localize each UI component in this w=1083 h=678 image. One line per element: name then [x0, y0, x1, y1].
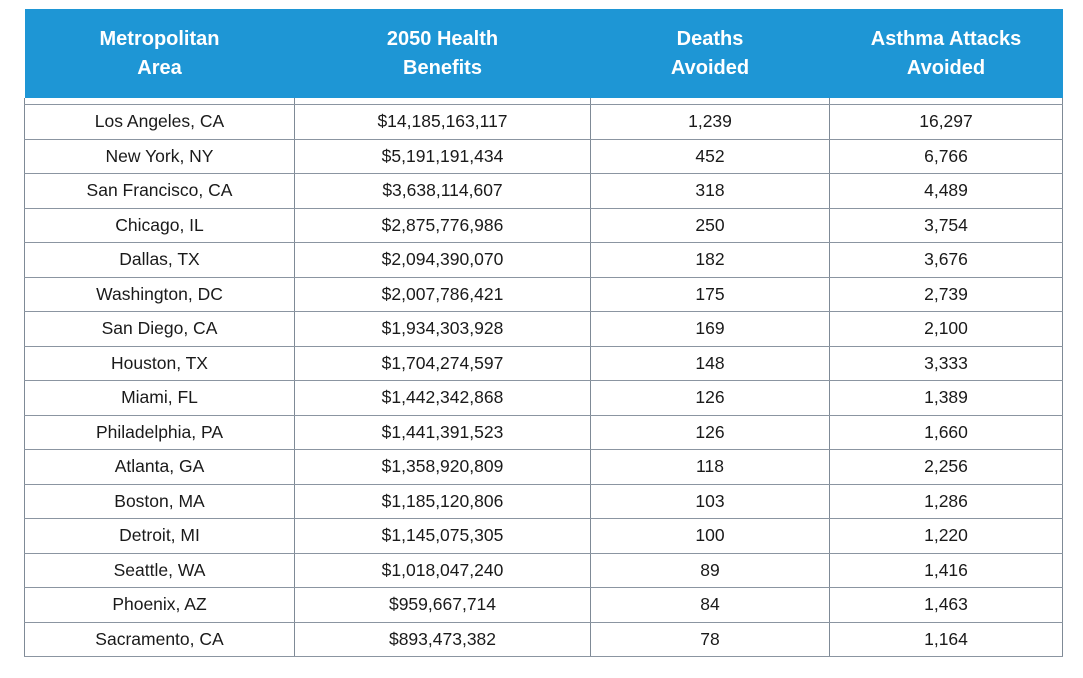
asthma-attacks-avoided-cell: 1,463: [829, 587, 1063, 623]
asthma-attacks-avoided-cell: 1,660: [829, 415, 1063, 450]
header-line: Deaths: [676, 27, 744, 50]
header-deaths-avoided: Deaths Avoided: [590, 9, 830, 98]
table-row: Boston, MA $1,185,120,806 103 1,286: [24, 484, 1063, 519]
deaths-avoided-cell: 100: [590, 518, 830, 554]
health-benefits-cell: $1,145,075,305: [294, 518, 591, 554]
metro-area-cell: Chicago, IL: [24, 208, 295, 243]
asthma-attacks-avoided-cell: 16,297: [829, 104, 1063, 140]
table-spacer-row: [24, 98, 1063, 105]
header-health-benefits: 2050 Health Benefits: [294, 9, 591, 98]
asthma-attacks-avoided-cell: 3,754: [829, 208, 1063, 243]
table-row: Detroit, MI $1,145,075,305 100 1,220: [24, 518, 1063, 554]
deaths-avoided-cell: 1,239: [590, 104, 830, 140]
deaths-avoided-cell: 182: [590, 242, 830, 278]
metro-area-cell: Seattle, WA: [24, 553, 295, 588]
health-benefits-cell: $2,875,776,986: [294, 208, 591, 243]
asthma-attacks-avoided-cell: 1,389: [829, 380, 1063, 416]
table-row: Miami, FL $1,442,342,868 126 1,389: [24, 380, 1063, 416]
metro-area-cell: San Francisco, CA: [24, 173, 295, 209]
asthma-attacks-avoided-cell: 2,256: [829, 449, 1063, 485]
asthma-attacks-avoided-cell: 3,676: [829, 242, 1063, 278]
asthma-attacks-avoided-cell: 2,100: [829, 311, 1063, 347]
deaths-avoided-cell: 103: [590, 484, 830, 519]
asthma-attacks-avoided-cell: 1,286: [829, 484, 1063, 519]
health-benefits-cell: $1,704,274,597: [294, 346, 591, 381]
health-benefits-cell: $959,667,714: [294, 587, 591, 623]
table-row: Phoenix, AZ $959,667,714 84 1,463: [24, 587, 1063, 623]
health-benefits-cell: $2,007,786,421: [294, 277, 591, 312]
asthma-attacks-avoided-cell: 1,416: [829, 553, 1063, 588]
deaths-avoided-cell: 126: [590, 415, 830, 450]
header-line: 2050 Health: [386, 27, 499, 50]
asthma-attacks-avoided-cell: 1,220: [829, 518, 1063, 554]
header-line: Benefits: [403, 56, 482, 79]
deaths-avoided-cell: 78: [590, 622, 830, 657]
header-line: Metropolitan: [99, 27, 220, 50]
deaths-avoided-cell: 169: [590, 311, 830, 347]
metro-area-cell: Washington, DC: [24, 277, 295, 312]
metro-area-cell: Miami, FL: [24, 380, 295, 416]
spacer-cell: [829, 98, 1063, 105]
metro-area-cell: Atlanta, GA: [24, 449, 295, 485]
table-header: Metropolitan Area 2050 Health Benefits D…: [24, 9, 1063, 98]
deaths-avoided-cell: 84: [590, 587, 830, 623]
health-benefits-cell: $1,442,342,868: [294, 380, 591, 416]
metro-area-cell: Detroit, MI: [24, 518, 295, 554]
metro-area-cell: Sacramento, CA: [24, 622, 295, 657]
health-benefits-cell: $1,018,047,240: [294, 553, 591, 588]
metro-area-cell: Phoenix, AZ: [24, 587, 295, 623]
health-benefits-cell: $1,358,920,809: [294, 449, 591, 485]
table-row: Dallas, TX $2,094,390,070 182 3,676: [24, 242, 1063, 278]
table-row: Los Angeles, CA $14,185,163,117 1,239 16,29…: [24, 104, 1063, 140]
deaths-avoided-cell: 89: [590, 553, 830, 588]
header-line: Asthma Attacks: [870, 27, 1022, 50]
metro-area-cell: Dallas, TX: [24, 242, 295, 278]
metro-area-cell: Philadelphia, PA: [24, 415, 295, 450]
table-row: Atlanta, GA $1,358,920,809 118 2,256: [24, 449, 1063, 485]
metro-area-cell: Los Angeles, CA: [24, 104, 295, 140]
header-line: Avoided: [906, 56, 986, 79]
asthma-attacks-avoided-cell: 1,164: [829, 622, 1063, 657]
asthma-attacks-avoided-cell: 2,739: [829, 277, 1063, 312]
metro-area-cell: San Diego, CA: [24, 311, 295, 347]
health-benefits-cell: $2,094,390,070: [294, 242, 591, 278]
header-line: Area: [137, 56, 182, 79]
health-benefits-cell: $1,185,120,806: [294, 484, 591, 519]
deaths-avoided-cell: 250: [590, 208, 830, 243]
metro-area-cell: Houston, TX: [24, 346, 295, 381]
asthma-attacks-avoided-cell: 3,333: [829, 346, 1063, 381]
header-metropolitan-area: Metropolitan Area: [24, 9, 295, 98]
table-row: Washington, DC $2,007,786,421 175 2,739: [24, 277, 1063, 312]
table-row: Philadelphia, PA $1,441,391,523 126 1,660: [24, 415, 1063, 450]
health-benefits-table-container: Metropolitan Area 2050 Health Benefits D…: [24, 9, 1063, 663]
table-row: Chicago, IL $2,875,776,986 250 3,754: [24, 208, 1063, 243]
metro-area-cell: New York, NY: [24, 139, 295, 174]
header-asthma-attacks-avoided: Asthma Attacks Avoided: [829, 9, 1063, 98]
deaths-avoided-cell: 175: [590, 277, 830, 312]
header-row: Metropolitan Area 2050 Health Benefits D…: [24, 9, 1063, 98]
deaths-avoided-cell: 126: [590, 380, 830, 416]
deaths-avoided-cell: 148: [590, 346, 830, 381]
table-row: Sacramento, CA $893,473,382 78 1,164: [24, 622, 1063, 657]
table-row: New York, NY $5,191,191,434 452 6,766: [24, 139, 1063, 174]
deaths-avoided-cell: 318: [590, 173, 830, 209]
health-benefits-cell: $1,441,391,523: [294, 415, 591, 450]
health-benefits-cell: $1,934,303,928: [294, 311, 591, 347]
table-row: San Francisco, CA $3,638,114,607 318 4,489: [24, 173, 1063, 209]
table-row: Seattle, WA $1,018,047,240 89 1,416: [24, 553, 1063, 588]
table-row: Houston, TX $1,704,274,597 148 3,333: [24, 346, 1063, 381]
metro-area-cell: Boston, MA: [24, 484, 295, 519]
table-body: Los Angeles, CA $14,185,163,117 1,239 16,29…: [24, 98, 1063, 657]
health-benefits-table: Metropolitan Area 2050 Health Benefits D…: [24, 9, 1063, 657]
table-row: San Diego, CA $1,934,303,928 169 2,100: [24, 311, 1063, 347]
asthma-attacks-avoided-cell: 4,489: [829, 173, 1063, 209]
deaths-avoided-cell: 452: [590, 139, 830, 174]
health-benefits-cell: $893,473,382: [294, 622, 591, 657]
header-line: Avoided: [670, 56, 750, 79]
health-benefits-cell: $5,191,191,434: [294, 139, 591, 174]
health-benefits-cell: $14,185,163,117: [294, 104, 591, 140]
deaths-avoided-cell: 118: [590, 449, 830, 485]
asthma-attacks-avoided-cell: 6,766: [829, 139, 1063, 174]
health-benefits-cell: $3,638,114,607: [294, 173, 591, 209]
